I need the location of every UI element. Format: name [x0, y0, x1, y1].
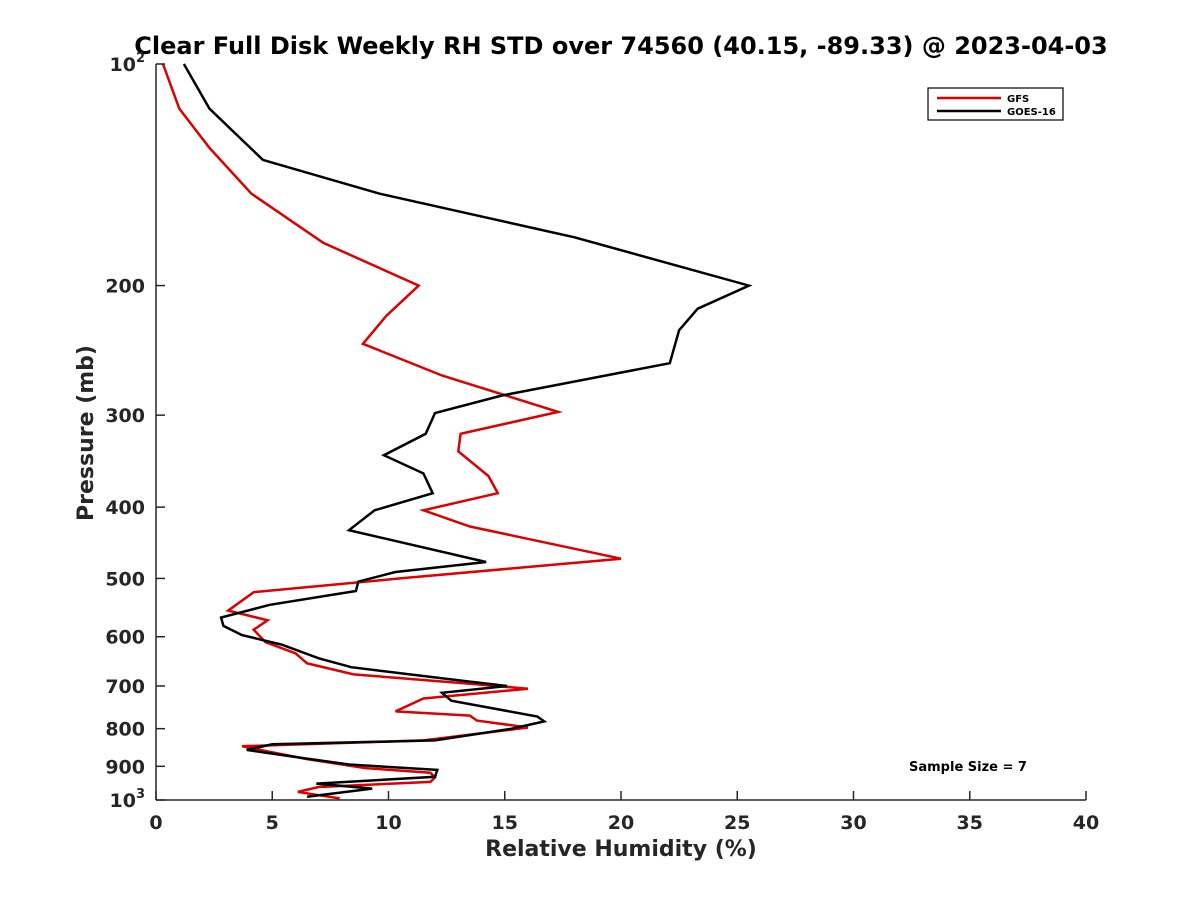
- sample-size-annotation: Sample Size = 7: [909, 760, 1027, 775]
- y-tick-label: 300: [105, 405, 145, 427]
- chart-title: Clear Full Disk Weekly RH STD over 74560…: [134, 32, 1107, 60]
- x-tick-label: 10: [375, 812, 401, 834]
- y-tick-label: 103: [110, 787, 146, 812]
- series-line-goes-16: [182, 63, 753, 799]
- x-tick-label: 35: [957, 812, 983, 834]
- y-tick-label: 400: [105, 497, 145, 519]
- plot-lines: [161, 63, 753, 800]
- legend-box: [927, 87, 1064, 121]
- y-tick-label: 800: [105, 719, 145, 741]
- x-tick-label: 30: [840, 812, 866, 834]
- legend-label-gfs: GFS: [1007, 94, 1029, 105]
- x-tick-label: 5: [266, 812, 279, 834]
- x-tick-label: 20: [608, 812, 634, 834]
- axes: 0 5 10 15 20 25 30 35 40 102 200 300 400 500 600 700 800…: [105, 51, 1099, 834]
- y-tick-label: 900: [105, 756, 145, 778]
- x-tick-label: 15: [492, 812, 518, 834]
- x-axis-label: Relative Humidity (%): [485, 837, 757, 862]
- y-axis-label: Pressure (mb): [74, 345, 99, 521]
- legend-label-goes-16: GOES-16: [1007, 107, 1056, 118]
- y-tick-label: 700: [105, 676, 145, 698]
- y-tick-label: 200: [105, 276, 145, 298]
- y-tick-label: 600: [105, 627, 145, 649]
- x-tick-label: 0: [149, 812, 162, 834]
- y-tick-label: 500: [105, 568, 145, 590]
- x-tick-label: 40: [1073, 812, 1099, 834]
- legend: GFS GOES-16: [927, 87, 1064, 121]
- y-tick-label: 102: [110, 51, 146, 76]
- x-tick-label: 25: [724, 812, 750, 834]
